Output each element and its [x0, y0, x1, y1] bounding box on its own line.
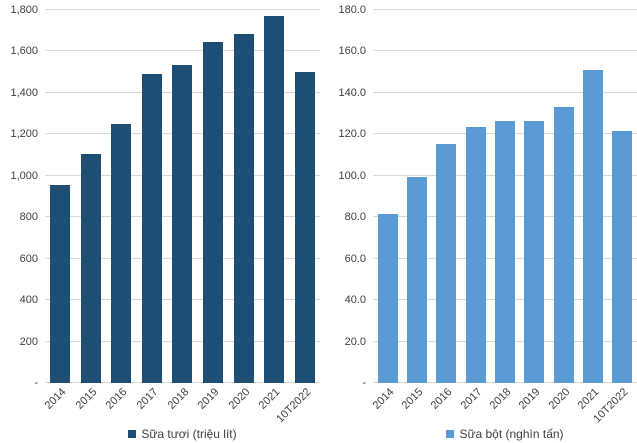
y-tick-label: 40.0 — [344, 294, 366, 307]
bar-2020 — [233, 34, 254, 383]
y-tick-label: 100.0 — [338, 169, 366, 182]
y-tick-label: 140.0 — [338, 86, 366, 99]
plot-wrap-fresh-milk: - 200 400 600 800 1,000 1,200 1,400 1,600 1,800 — [0, 0, 320, 389]
bar-2021 — [582, 69, 603, 383]
bar-10T2022 — [612, 131, 633, 383]
y-tick-label: 180.0 — [338, 4, 366, 16]
y-tick-label: 200 — [19, 335, 38, 348]
legend-label-fresh-milk: Sữa tươi (triệu lít) — [141, 427, 237, 441]
bar-2016 — [436, 143, 457, 383]
bar-2015 — [80, 154, 101, 383]
y-tick-label: 600 — [19, 252, 38, 265]
bar-10T2022 — [294, 72, 315, 383]
bars-group — [373, 10, 637, 383]
bar-2018 — [172, 65, 193, 383]
bar-2014 — [50, 185, 71, 383]
y-tick-label: 20.0 — [344, 335, 366, 348]
bar-2017 — [141, 74, 162, 383]
y-tick-label: 400 — [19, 294, 38, 307]
y-tick-label: 80.0 — [344, 211, 366, 224]
gridline — [373, 9, 637, 10]
bar-2021 — [264, 16, 285, 383]
y-axis-powdered-milk: - 20.0 40.0 60.0 80.0 100.0 120.0 140.0 160.0 180… — [320, 0, 373, 389]
gridline — [373, 50, 637, 52]
plot-wrap-powdered-milk: - 20.0 40.0 60.0 80.0 100.0 120.0 140.0 160.0 180… — [320, 0, 637, 389]
legend-swatch-fresh-milk — [128, 430, 137, 438]
y-tick-label: 800 — [19, 211, 38, 224]
bar-2019 — [203, 41, 223, 383]
x-axis-fresh-milk: 2014 2015 2016 2017 2018 2019 2020 2021 10T2022 — [43, 383, 320, 425]
y-tick-label: 1,800 — [10, 4, 38, 16]
chart-fresh-milk: - 200 400 600 800 1,000 1,200 1,400 1,600 1,800 2… — [0, 0, 320, 443]
y-tick-label: 160.0 — [338, 45, 366, 58]
gridline — [45, 50, 320, 52]
y-tick-label: 1,400 — [10, 86, 38, 99]
plot-area-fresh-milk — [45, 9, 320, 383]
legend-label-powdered-milk: Sữa bột (nghìn tấn) — [459, 427, 564, 441]
gridline — [45, 9, 320, 10]
legend-swatch-powdered-milk — [446, 430, 455, 438]
bar-2020 — [553, 107, 574, 383]
y-tick-label: - — [34, 377, 38, 389]
bar-2015 — [406, 177, 427, 383]
y-tick-label: - — [362, 377, 366, 389]
bar-2018 — [494, 121, 515, 383]
y-tick-label: 120.0 — [338, 128, 366, 141]
y-tick-label: 60.0 — [344, 252, 366, 265]
y-tick-label: 1,200 — [10, 128, 38, 141]
gridline — [373, 91, 637, 93]
legend-powdered-milk: Sữa bột (nghìn tấn) — [373, 425, 637, 443]
plot-area-powdered-milk — [373, 9, 637, 383]
bars-group — [45, 10, 320, 383]
bar-2016 — [111, 123, 132, 383]
y-tick-label: 1,000 — [10, 169, 38, 182]
chart-powdered-milk: - 20.0 40.0 60.0 80.0 100.0 120.0 140.0 160.0 180… — [320, 0, 637, 443]
y-axis-fresh-milk: - 200 400 600 800 1,000 1,200 1,400 1,600 1,800 — [0, 0, 45, 389]
legend-fresh-milk: Sữa tươi (triệu lít) — [45, 425, 320, 443]
bar-2014 — [377, 213, 398, 383]
y-tick-label: 1,600 — [10, 45, 38, 58]
bar-2019 — [524, 121, 545, 383]
x-axis-powdered-milk: 2014 2015 2016 2017 2018 2019 2020 2021 10T2022 — [370, 383, 637, 425]
bar-2017 — [465, 126, 486, 383]
